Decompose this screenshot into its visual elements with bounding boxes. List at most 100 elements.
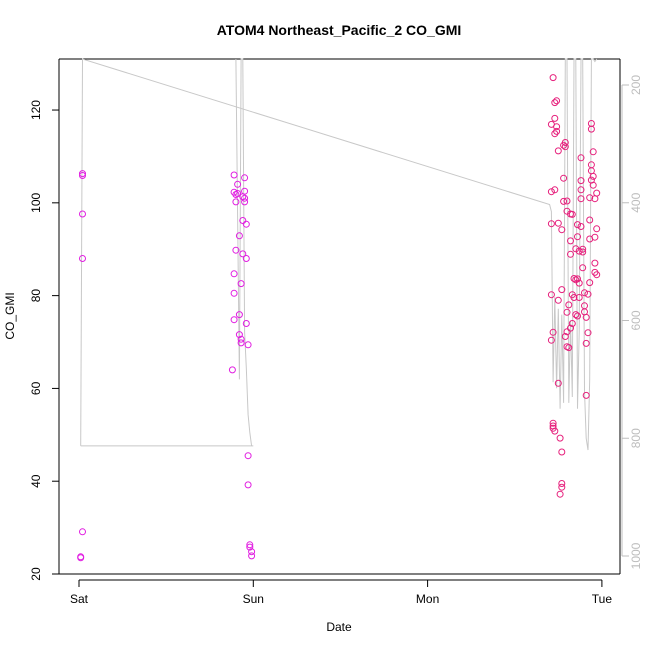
data-point	[232, 246, 240, 254]
data-point	[234, 190, 242, 197]
data-point	[549, 328, 557, 336]
data-point	[567, 324, 574, 332]
data-point	[582, 313, 590, 321]
data-point	[242, 320, 250, 327]
data-point	[237, 339, 245, 347]
data-point	[232, 191, 240, 198]
data-point	[248, 552, 256, 560]
data-point	[581, 302, 588, 310]
data-point	[241, 174, 249, 182]
data-point	[239, 217, 247, 224]
data-point	[551, 114, 559, 122]
y-tick-label: 100	[29, 192, 43, 212]
data-point	[547, 188, 555, 196]
data-point	[593, 225, 601, 233]
data-point	[79, 172, 86, 179]
data-point	[554, 219, 562, 227]
data-point	[554, 379, 562, 387]
x-tick-label: Sun	[243, 592, 264, 606]
x-tick-label: Sat	[70, 592, 89, 606]
pressure-line-layer	[80, 58, 598, 451]
data-point	[567, 237, 574, 245]
data-point	[563, 197, 571, 205]
data-point	[230, 188, 238, 196]
data-point	[237, 280, 245, 288]
data-point	[551, 99, 559, 107]
data-point	[561, 143, 569, 151]
data-point	[237, 335, 245, 343]
data-point	[572, 311, 580, 319]
data-point	[593, 271, 601, 279]
data-point	[574, 233, 581, 241]
data-point	[241, 187, 249, 195]
data-point	[591, 259, 599, 267]
data-point	[575, 247, 583, 255]
data-point	[242, 255, 250, 262]
data-point	[587, 161, 595, 169]
data-point	[244, 452, 252, 460]
data-point	[558, 480, 566, 487]
data-point	[551, 427, 559, 435]
data-point	[549, 419, 557, 427]
data-point	[77, 554, 85, 562]
y2-tick-label: 1000	[629, 542, 643, 569]
y-axis-title: CO_GMI	[3, 292, 17, 339]
data-point	[561, 333, 569, 340]
data-point	[230, 289, 238, 297]
data-point	[563, 328, 571, 336]
data-point	[554, 147, 562, 155]
y2-tick-label: 400	[629, 192, 643, 212]
data-point	[589, 181, 597, 189]
pressure-line-sunday	[235, 58, 253, 446]
x-axis-ticks: Sat Sun Mon Tue	[70, 580, 612, 606]
data-point	[242, 220, 250, 228]
data-point	[558, 226, 566, 234]
data-point	[568, 320, 576, 327]
data-point	[549, 74, 557, 82]
y2-tick-label: 200	[629, 75, 643, 95]
data-point	[584, 329, 592, 337]
data-point	[553, 127, 561, 135]
data-point	[560, 197, 568, 205]
data-point	[235, 311, 243, 319]
data-point	[579, 245, 587, 253]
y2-tick-label: 800	[629, 428, 643, 448]
data-point	[579, 248, 587, 256]
data-point	[230, 171, 238, 179]
data-point	[554, 296, 562, 304]
data-point	[244, 341, 252, 349]
data-point	[79, 528, 86, 536]
y-axis-ticks: 20 40 60 80 100 120	[29, 100, 59, 581]
data-point	[582, 391, 590, 399]
data-point	[581, 289, 588, 297]
data-point	[547, 220, 555, 228]
data-point	[246, 543, 254, 551]
data-point	[561, 139, 569, 146]
data-point	[230, 316, 238, 324]
data-point	[586, 216, 594, 224]
y-tick-label: 20	[29, 567, 43, 581]
data-point	[553, 97, 561, 105]
data-point	[560, 174, 568, 182]
data-point	[586, 279, 594, 287]
y-tick-label: 120	[29, 100, 43, 120]
y2-axis-ticks: 200 400 600 800 1000	[622, 75, 643, 569]
data-point	[574, 312, 581, 320]
data-point	[589, 172, 597, 180]
y-tick-label: 40	[29, 474, 43, 488]
data-point	[558, 286, 566, 294]
data-points-layer	[77, 74, 601, 562]
data-point	[230, 270, 238, 278]
data-point	[563, 308, 571, 316]
data-point	[79, 170, 86, 178]
chart-title: ATOM4 Northeast_Pacific_2 CO_GMI	[217, 22, 462, 38]
data-point	[547, 336, 555, 344]
data-point	[558, 448, 566, 456]
data-point	[567, 250, 574, 258]
data-point	[551, 130, 559, 138]
data-point	[582, 339, 590, 347]
data-point	[244, 481, 252, 489]
data-point	[565, 344, 573, 352]
